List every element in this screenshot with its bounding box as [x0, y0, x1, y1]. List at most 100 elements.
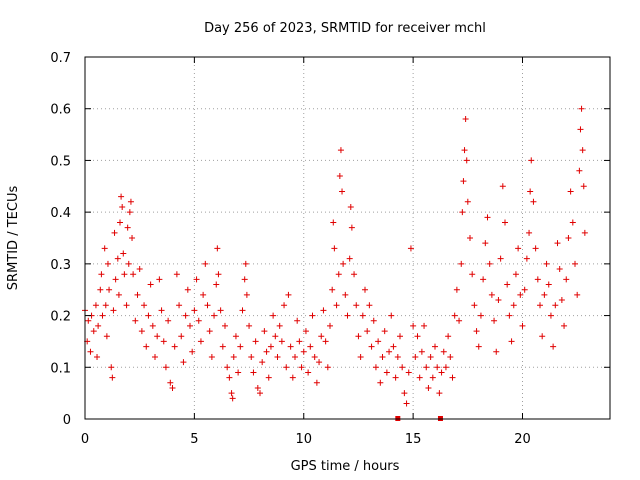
data-point: [335, 271, 342, 278]
data-point: [173, 271, 180, 278]
data-point: [574, 291, 581, 298]
data-point: [453, 286, 460, 293]
data-point: [289, 374, 296, 381]
data-point: [229, 395, 236, 402]
data-point: [392, 374, 399, 381]
data-point: [241, 276, 248, 283]
data-point: [132, 317, 139, 324]
data-point: [394, 353, 401, 360]
data-point: [219, 343, 226, 350]
data-point: [372, 364, 379, 371]
data-point: [187, 322, 193, 329]
data-point: [167, 379, 174, 386]
y-tick-label: 0.2: [50, 310, 71, 325]
data-point: [171, 343, 178, 350]
y-axis-label: SRMTID / TECUs: [6, 186, 21, 291]
data-point: [261, 328, 268, 335]
data-point: [458, 260, 465, 267]
data-point: [381, 328, 388, 335]
data-point: [401, 390, 408, 397]
data-point: [95, 322, 102, 329]
data-point: [412, 353, 419, 360]
data-point: [480, 276, 487, 283]
data-point: [108, 364, 115, 371]
data-point: [541, 291, 548, 298]
data-point: [493, 348, 500, 355]
data-point: [359, 312, 366, 319]
data-point: [340, 260, 347, 267]
data-point: [248, 353, 255, 360]
data-point: [134, 291, 141, 298]
data-point: [180, 359, 187, 366]
data-point: [101, 245, 108, 252]
data-point: [202, 260, 209, 267]
data-point: [471, 302, 478, 309]
data-point: [410, 322, 417, 329]
data-point: [276, 322, 283, 329]
data-point: [445, 333, 452, 340]
data-point: [145, 312, 152, 319]
data-point: [368, 343, 375, 350]
data-point: [383, 369, 390, 376]
data-point: [254, 384, 261, 391]
data-point: [578, 105, 585, 112]
axis-ticks: 0 0.1 0.2 0.3 0.4 0.5 0.6 0.7 0 5 10 15 20: [50, 51, 610, 447]
data-point: [461, 147, 468, 154]
data-point: [232, 333, 239, 340]
data-point: [362, 286, 368, 293]
data-point: [572, 260, 578, 267]
data-point: [126, 209, 133, 216]
data-point: [569, 219, 576, 226]
data-point: [397, 333, 403, 340]
data-point: [124, 224, 131, 231]
data-point: [342, 291, 349, 298]
data-point: [270, 312, 277, 319]
data-point: [421, 322, 428, 329]
data-point: [324, 364, 331, 371]
data-point: [407, 245, 414, 252]
data-point: [526, 229, 533, 236]
data-point: [438, 369, 445, 376]
data-point: [90, 328, 97, 335]
data-point: [154, 333, 161, 340]
data-point: [274, 353, 281, 360]
data-point: [543, 260, 550, 267]
data-point: [515, 245, 522, 252]
y-tick-label: 0.6: [50, 103, 71, 118]
data-point: [235, 369, 242, 376]
data-point: [336, 172, 343, 179]
data-points: [82, 105, 588, 421]
data-point: [278, 338, 285, 345]
data-point: [447, 353, 454, 360]
data-point: [521, 286, 528, 293]
data-point: [527, 188, 534, 195]
data-point: [98, 271, 105, 278]
data-point: [510, 302, 517, 309]
data-point: [432, 343, 438, 350]
data-point: [285, 291, 292, 298]
data-point: [375, 338, 382, 345]
y-tick-label: 0.7: [50, 51, 71, 66]
data-point: [127, 198, 134, 205]
data-point: [386, 348, 393, 355]
data-point: [491, 317, 498, 324]
data-point: [213, 281, 220, 288]
data-point: [265, 374, 272, 381]
data-point: [517, 291, 524, 298]
data-point: [242, 260, 249, 267]
data-point: [528, 157, 535, 164]
chart-title: Day 256 of 2023, SRMTID for receiver mch…: [204, 21, 486, 36]
data-point: [158, 307, 165, 314]
data-point: [204, 302, 211, 309]
data-point: [357, 353, 364, 360]
data-point: [467, 235, 473, 241]
data-point: [554, 240, 561, 247]
data-point: [316, 359, 323, 366]
data-point: [547, 312, 554, 319]
data-point: [152, 353, 158, 360]
data-point: [92, 302, 99, 309]
data-point: [294, 317, 301, 324]
data-point: [313, 379, 320, 386]
data-point: [477, 312, 484, 319]
data-point: [495, 297, 502, 304]
